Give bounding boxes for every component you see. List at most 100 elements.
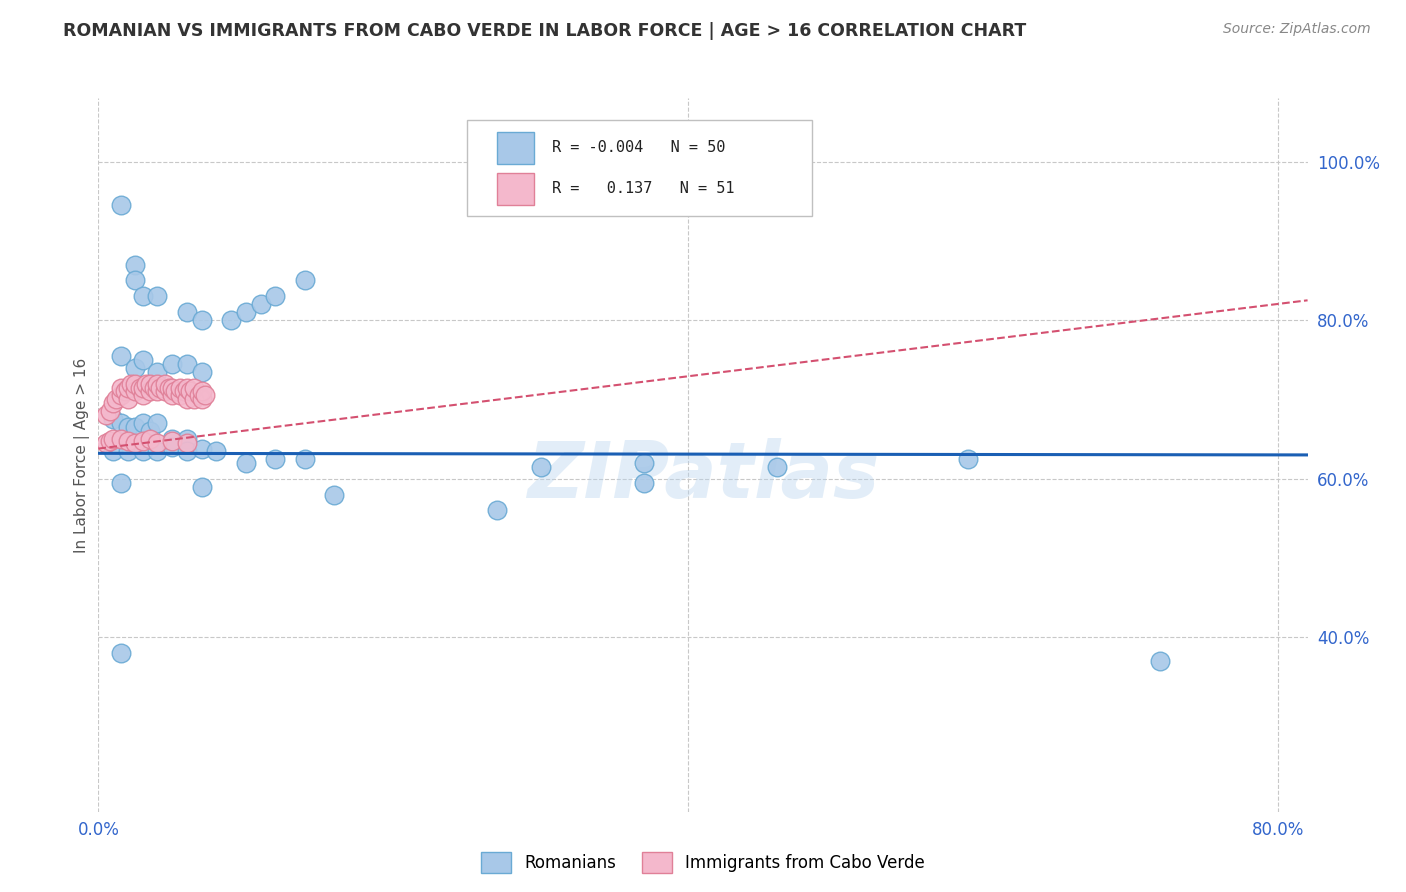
Point — [135, 376, 157, 391]
Point — [633, 456, 655, 470]
Point — [98, 434, 121, 448]
Point — [264, 289, 287, 303]
Text: ZIPatlas: ZIPatlas — [527, 438, 879, 515]
Point — [146, 289, 169, 303]
Point — [146, 444, 169, 458]
Point — [153, 376, 176, 391]
Text: R = -0.004   N = 50: R = -0.004 N = 50 — [553, 140, 725, 155]
Point — [157, 380, 180, 394]
Point — [485, 503, 508, 517]
Point — [131, 434, 153, 448]
Text: ROMANIAN VS IMMIGRANTS FROM CABO VERDE IN LABOR FORCE | AGE > 16 CORRELATION CHA: ROMANIAN VS IMMIGRANTS FROM CABO VERDE I… — [63, 22, 1026, 40]
Point — [190, 392, 212, 407]
Point — [110, 416, 132, 430]
Point — [146, 384, 169, 399]
FancyBboxPatch shape — [498, 172, 534, 204]
Point — [146, 436, 169, 450]
Point — [173, 384, 195, 399]
Point — [160, 380, 183, 394]
Point — [117, 392, 139, 407]
FancyBboxPatch shape — [498, 131, 534, 163]
Point — [101, 412, 124, 426]
Point — [117, 434, 139, 448]
FancyBboxPatch shape — [467, 120, 811, 216]
Point — [131, 444, 153, 458]
Point — [176, 392, 198, 407]
Point — [131, 380, 153, 394]
Point — [176, 436, 198, 450]
Point — [264, 451, 287, 466]
Point — [124, 384, 146, 399]
Point — [294, 451, 316, 466]
Point — [183, 392, 205, 407]
Point — [957, 451, 980, 466]
Point — [530, 459, 553, 474]
Point — [98, 404, 121, 418]
Point — [124, 273, 146, 287]
Point — [149, 380, 172, 394]
Point — [190, 384, 212, 399]
Point — [94, 409, 117, 423]
Point — [131, 388, 153, 402]
Point — [190, 365, 212, 379]
Point — [110, 432, 132, 446]
Point — [169, 380, 191, 394]
Point — [124, 376, 146, 391]
Point — [139, 384, 162, 399]
Point — [179, 384, 201, 399]
Point — [117, 444, 139, 458]
Point — [160, 357, 183, 371]
Point — [124, 258, 146, 272]
Point — [294, 273, 316, 287]
Y-axis label: In Labor Force | Age > 16: In Labor Force | Age > 16 — [75, 358, 90, 552]
Point — [235, 305, 257, 319]
Point — [110, 198, 132, 212]
Point — [190, 313, 212, 327]
Point — [235, 456, 257, 470]
Point — [131, 416, 153, 430]
Point — [117, 420, 139, 434]
Point — [110, 349, 132, 363]
Point — [165, 384, 187, 399]
Point — [143, 380, 166, 394]
Point — [176, 444, 198, 458]
Legend: Romanians, Immigrants from Cabo Verde: Romanians, Immigrants from Cabo Verde — [475, 846, 931, 880]
Point — [187, 388, 209, 402]
Point — [169, 388, 191, 402]
Point — [176, 357, 198, 371]
Point — [105, 392, 128, 407]
Point — [194, 388, 217, 402]
Point — [633, 475, 655, 490]
Point — [146, 416, 169, 430]
Point — [160, 434, 183, 448]
Point — [110, 646, 132, 660]
Text: Source: ZipAtlas.com: Source: ZipAtlas.com — [1223, 22, 1371, 37]
Point — [190, 442, 212, 456]
Point — [139, 376, 162, 391]
Point — [101, 444, 124, 458]
Point — [124, 436, 146, 450]
Point — [160, 432, 183, 446]
Point — [128, 380, 150, 394]
Point — [110, 380, 132, 394]
Point — [183, 380, 205, 394]
Point — [176, 305, 198, 319]
Point — [131, 352, 153, 367]
Point — [117, 380, 139, 394]
Point — [153, 384, 176, 399]
Point — [101, 432, 124, 446]
Point — [765, 459, 787, 474]
Point — [1149, 654, 1171, 668]
Point — [139, 424, 162, 438]
Point — [139, 432, 162, 446]
Point — [219, 313, 242, 327]
Point — [160, 440, 183, 454]
Point — [146, 376, 169, 391]
Point — [110, 475, 132, 490]
Point — [110, 388, 132, 402]
Point — [176, 432, 198, 446]
Point — [120, 376, 142, 391]
Point — [114, 384, 136, 399]
Point — [176, 380, 198, 394]
Point — [94, 436, 117, 450]
